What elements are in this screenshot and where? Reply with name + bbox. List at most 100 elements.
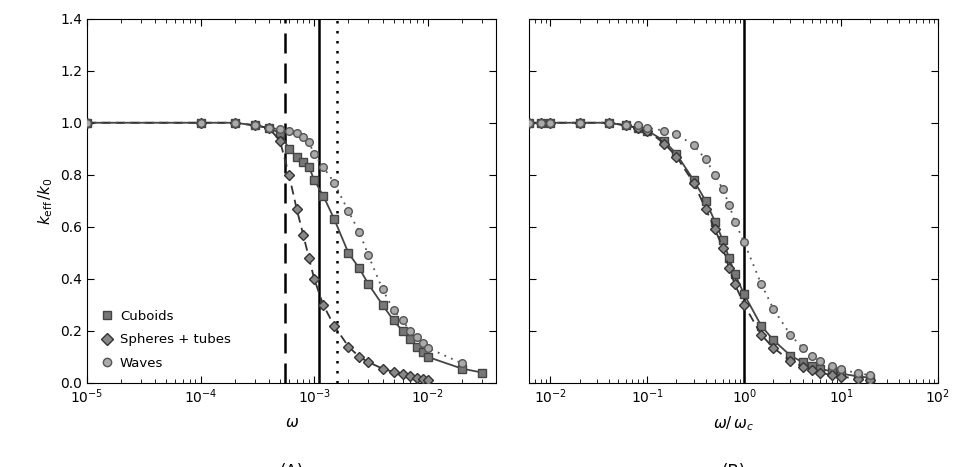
- Spheres + tubes: [396, 371, 408, 377]
- Cuboids: [275, 130, 286, 136]
- Spheres + tubes: [864, 377, 876, 382]
- Cuboids: [641, 128, 653, 134]
- X-axis label: $\omega$: $\omega$: [284, 415, 299, 430]
- Waves: [411, 334, 423, 340]
- Waves: [852, 370, 864, 376]
- Cuboids: [229, 120, 241, 126]
- Waves: [304, 140, 315, 145]
- Line: Cuboids: Cuboids: [83, 119, 485, 376]
- Cuboids: [249, 122, 260, 128]
- Cuboids: [476, 370, 487, 375]
- Spheres + tubes: [835, 374, 847, 380]
- Waves: [688, 142, 699, 148]
- Line: Spheres + tubes: Spheres + tubes: [83, 119, 431, 383]
- Waves: [806, 353, 818, 359]
- Cuboids: [417, 349, 428, 354]
- Waves: [814, 358, 826, 364]
- Cuboids: [317, 193, 329, 198]
- Spheres + tubes: [573, 120, 585, 126]
- Spheres + tubes: [194, 120, 206, 126]
- Spheres + tubes: [723, 266, 735, 271]
- Waves: [354, 229, 366, 235]
- Spheres + tubes: [755, 332, 767, 338]
- Line: Waves: Waves: [83, 119, 466, 367]
- Spheres + tubes: [304, 255, 315, 261]
- Cuboids: [620, 122, 631, 128]
- X-axis label: $\omega/\, \omega_c$: $\omega/\, \omega_c$: [713, 415, 754, 433]
- Waves: [864, 372, 876, 378]
- Waves: [671, 132, 683, 137]
- Waves: [544, 120, 556, 126]
- Cuboids: [396, 328, 408, 334]
- Cuboids: [523, 120, 535, 126]
- Cuboids: [411, 344, 423, 349]
- Spheres + tubes: [814, 370, 826, 375]
- Spheres + tubes: [717, 245, 728, 250]
- Cuboids: [755, 323, 767, 328]
- Cuboids: [354, 266, 366, 271]
- Waves: [523, 120, 535, 126]
- Spheres + tubes: [852, 376, 864, 382]
- Waves: [404, 328, 416, 334]
- Spheres + tubes: [700, 206, 712, 212]
- Cuboids: [784, 353, 796, 359]
- Cuboids: [298, 159, 309, 164]
- Waves: [298, 134, 309, 140]
- Waves: [417, 340, 428, 346]
- Cuboids: [717, 237, 728, 243]
- Line: Spheres + tubes: Spheres + tubes: [525, 119, 874, 383]
- Spheres + tubes: [535, 120, 546, 126]
- Waves: [81, 120, 93, 126]
- Waves: [826, 363, 837, 369]
- Waves: [308, 151, 320, 157]
- Cuboids: [768, 337, 779, 343]
- Waves: [659, 128, 670, 134]
- Spheres + tubes: [291, 206, 303, 212]
- Spheres + tubes: [342, 344, 354, 349]
- Spheres + tubes: [308, 276, 320, 282]
- Cuboids: [826, 368, 837, 374]
- Waves: [723, 202, 735, 207]
- Waves: [620, 122, 631, 128]
- Waves: [835, 367, 847, 372]
- Waves: [249, 122, 260, 128]
- Cuboids: [806, 363, 818, 369]
- Cuboids: [404, 336, 416, 341]
- Waves: [755, 281, 767, 287]
- Cuboids: [535, 120, 546, 126]
- Cuboids: [304, 164, 315, 170]
- Cuboids: [291, 154, 303, 159]
- Cuboids: [283, 146, 295, 152]
- Spheres + tubes: [784, 358, 796, 364]
- Cuboids: [864, 375, 876, 381]
- Waves: [768, 306, 779, 311]
- Waves: [700, 156, 712, 162]
- Spheres + tubes: [81, 120, 93, 126]
- Waves: [388, 307, 399, 313]
- Spheres + tubes: [768, 345, 779, 351]
- Waves: [329, 180, 340, 185]
- Spheres + tubes: [377, 366, 389, 371]
- Cuboids: [729, 271, 741, 276]
- Cuboids: [363, 281, 374, 287]
- Cuboids: [835, 371, 847, 376]
- Spheres + tubes: [422, 377, 433, 382]
- Waves: [797, 345, 808, 351]
- Spheres + tubes: [329, 323, 340, 328]
- Spheres + tubes: [411, 375, 423, 381]
- Cuboids: [700, 198, 712, 204]
- Waves: [363, 253, 374, 258]
- Cuboids: [852, 374, 864, 379]
- Spheres + tubes: [523, 120, 535, 126]
- Waves: [717, 186, 728, 192]
- Cuboids: [194, 120, 206, 126]
- Cuboids: [388, 318, 399, 323]
- Cuboids: [573, 120, 585, 126]
- Cuboids: [797, 359, 808, 365]
- Waves: [229, 120, 241, 126]
- Spheres + tubes: [826, 372, 837, 378]
- Spheres + tubes: [317, 302, 329, 308]
- Waves: [535, 120, 546, 126]
- Line: Waves: Waves: [525, 119, 874, 379]
- Waves: [456, 361, 468, 366]
